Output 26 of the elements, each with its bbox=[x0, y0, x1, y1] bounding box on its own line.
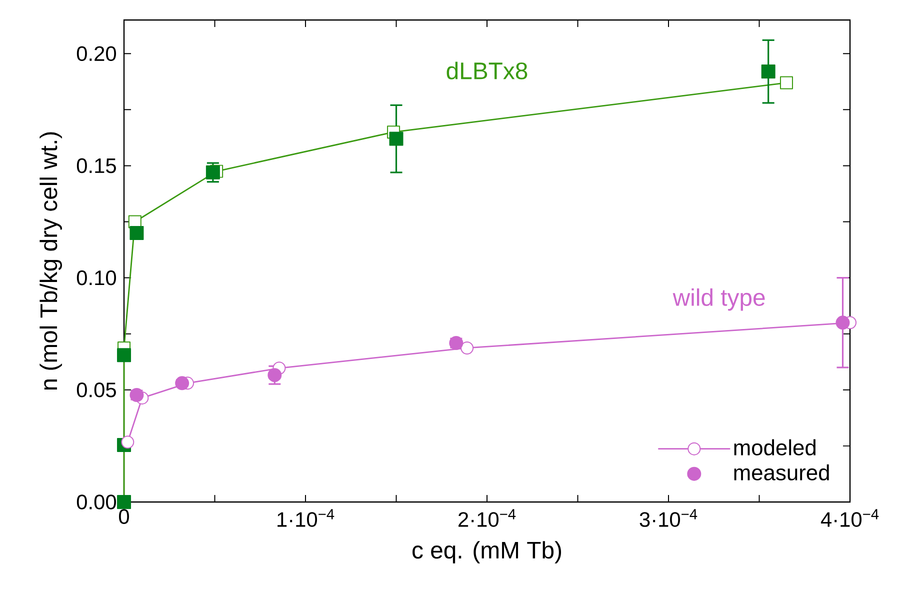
point bbox=[117, 348, 132, 362]
point bbox=[389, 132, 404, 146]
point bbox=[121, 436, 134, 449]
x-axis-title: c eq. (mM Tb) bbox=[412, 541, 562, 564]
x-tick-label: 2·10$^{−4}$ bbox=[458, 509, 516, 527]
y-tick-label: 0.20 bbox=[76, 46, 116, 62]
y-tick-label: 0.00 bbox=[76, 494, 116, 510]
point bbox=[836, 316, 850, 330]
y-tick-label: 0.05 bbox=[76, 382, 116, 398]
annotation: wild type bbox=[672, 288, 765, 311]
x-tick-label: 3·10$^{−4}$ bbox=[640, 509, 698, 527]
annotation: dLBTx8 bbox=[446, 62, 528, 80]
y-axis-title: n (mol Tb/kg dry cell wt.) bbox=[40, 132, 62, 390]
legend-label: measured bbox=[734, 464, 829, 480]
point bbox=[130, 226, 144, 240]
point bbox=[206, 165, 220, 180]
x-tick-label: 0 bbox=[119, 509, 130, 524]
point bbox=[780, 76, 793, 90]
y-tick-label: 0.10 bbox=[76, 270, 116, 286]
x-tick-label: 4·10$^{−4}$ bbox=[820, 509, 879, 527]
point bbox=[761, 64, 776, 79]
point bbox=[268, 368, 282, 382]
y-tick-label: 0.15 bbox=[76, 158, 116, 174]
point bbox=[175, 376, 190, 390]
x-tick-label: 1·10$^{−4}$ bbox=[278, 509, 334, 527]
legend-label: modeled bbox=[734, 439, 816, 456]
